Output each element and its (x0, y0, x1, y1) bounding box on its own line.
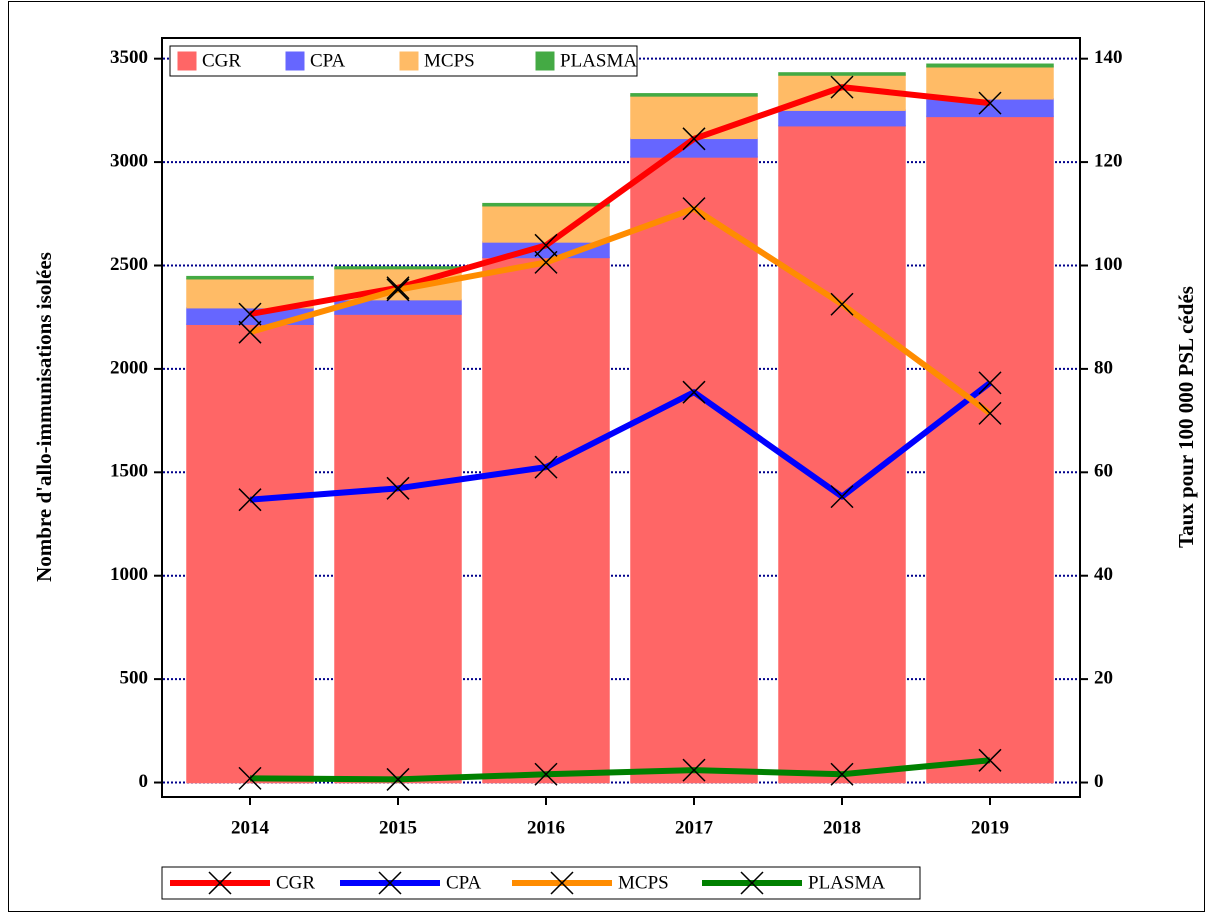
bar-segment (926, 63, 1054, 68)
line-legend: CGR CPA MCPS PLASMA (161, 866, 921, 900)
line (249, 84, 991, 318)
bar-legend: CGR CPA MCPS PLASMA (169, 45, 638, 77)
line-marker (238, 320, 262, 344)
legend-swatch (285, 51, 305, 71)
line (249, 757, 991, 783)
y-tick-label: 2500 (110, 254, 148, 275)
y2-tick-label: 120 (1094, 150, 1123, 171)
legend-label: MCPS (618, 872, 669, 893)
grid (163, 57, 1079, 784)
line-marker (378, 871, 402, 895)
y2-axis-label: Taux pour 100 000 PSL cédés (1174, 286, 1198, 548)
line-marker (978, 91, 1002, 115)
line-marker (386, 767, 410, 791)
x-tick-label: 2015 (379, 817, 417, 838)
plot-area (161, 37, 1081, 798)
bar-segment (630, 156, 758, 784)
legend-label: CPA (446, 872, 481, 893)
x-tick-label: 2017 (675, 817, 714, 838)
line-marker (682, 380, 706, 404)
y-tick-label: 3000 (110, 150, 148, 171)
y-tick-label: 2000 (110, 357, 148, 378)
bar-segment (778, 72, 906, 76)
y2-tick-label: 0 (1094, 771, 1104, 792)
bar-segment (926, 65, 1054, 100)
line-marker (534, 762, 558, 786)
x-tick-label: 2018 (823, 817, 861, 838)
bars (186, 63, 1054, 784)
line-marker (682, 127, 706, 151)
y2-tick-label: 40 (1094, 564, 1113, 585)
bar-segment (482, 202, 610, 207)
x-tick-label: 2014 (231, 817, 270, 838)
legend-label: PLASMA (808, 872, 885, 893)
line-marker (978, 401, 1002, 425)
bar-segment (334, 313, 462, 784)
y-tick-label: 0 (139, 771, 149, 792)
line-marker (830, 762, 854, 786)
legend-swatch (535, 51, 555, 71)
line-marker (386, 276, 410, 300)
bar-segment (778, 109, 906, 127)
x-tick-label: 2016 (527, 817, 565, 838)
line (249, 205, 992, 416)
line-marker (550, 871, 574, 895)
line-marker (534, 233, 558, 257)
line-marker (238, 488, 262, 512)
y-axis-label: Nombre d'allo-immunisations isolées (32, 252, 56, 582)
legend-label: MCPS (424, 50, 475, 71)
bar-segment (778, 124, 906, 784)
y2-tick-label: 60 (1094, 461, 1113, 482)
y-tick-label: 1500 (110, 461, 148, 482)
bar-segment (630, 95, 758, 140)
axes: 0 500 1000 1500 2000 2500 3000 3500 0 20 40 60 80 100… (110, 47, 1123, 838)
frame (8, 1, 1205, 912)
y2-tick-label: 140 (1094, 47, 1123, 68)
legend-label: PLASMA (560, 50, 637, 71)
line (249, 380, 992, 503)
line-marker (208, 871, 232, 895)
line-marker (830, 292, 854, 316)
legend-label: CPA (310, 50, 345, 71)
bar-segment (482, 204, 610, 243)
bar-segment (482, 256, 610, 784)
x-tick-label: 2019 (971, 817, 1009, 838)
bar-segment (186, 323, 314, 784)
line-marker (238, 302, 262, 326)
y-tick-label: 500 (120, 667, 149, 688)
legend-label: CGR (276, 872, 315, 893)
line-marker (682, 758, 706, 782)
bar-segment (186, 275, 314, 280)
y-tick-label: 3500 (110, 47, 148, 68)
line-marker (830, 485, 854, 509)
line-marker (386, 476, 410, 500)
legend-label: CGR (202, 50, 241, 71)
y2-tick-label: 100 (1094, 254, 1123, 275)
line-marker (740, 871, 764, 895)
line-marker (978, 748, 1002, 772)
line-marker (534, 250, 558, 274)
bar-segment (926, 115, 1054, 784)
legend-swatch (177, 51, 197, 71)
bar-segment (186, 277, 314, 309)
bar-segment (630, 93, 758, 97)
bar-segment (334, 266, 462, 270)
line-marker (978, 371, 1002, 395)
y2-tick-label: 20 (1094, 667, 1113, 688)
lines (238, 75, 1002, 791)
line-marker (534, 455, 558, 479)
line-marker (830, 75, 854, 99)
y2-tick-label: 80 (1094, 357, 1113, 378)
line-marker (682, 197, 706, 221)
y-tick-label: 1000 (110, 564, 148, 585)
legend-swatch (399, 51, 419, 71)
line-marker (238, 766, 262, 790)
line-marker (386, 278, 410, 302)
